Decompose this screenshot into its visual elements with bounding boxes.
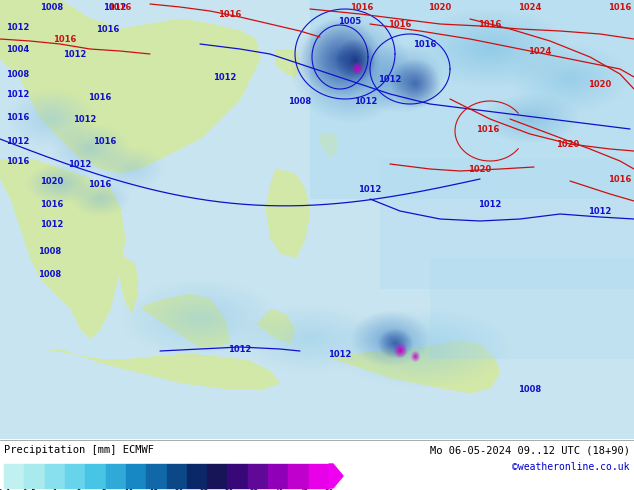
Text: 1: 1 bbox=[52, 489, 56, 490]
Text: 1008: 1008 bbox=[41, 2, 63, 11]
Text: Precipitation [mm] ECMWF: Precipitation [mm] ECMWF bbox=[4, 445, 154, 455]
Text: 5: 5 bbox=[101, 489, 107, 490]
Text: 1024: 1024 bbox=[519, 2, 541, 11]
Text: 40: 40 bbox=[275, 489, 283, 490]
Text: 1012: 1012 bbox=[354, 97, 378, 105]
Text: 1016: 1016 bbox=[6, 156, 30, 166]
Text: 1008: 1008 bbox=[288, 97, 311, 105]
Bar bbox=[309, 464, 329, 488]
Text: 0.1: 0.1 bbox=[0, 489, 11, 490]
Bar bbox=[207, 464, 228, 488]
Text: 1016: 1016 bbox=[608, 174, 631, 183]
Text: Mo 06-05-2024 09..12 UTC (18+90): Mo 06-05-2024 09..12 UTC (18+90) bbox=[430, 445, 630, 455]
Bar bbox=[187, 464, 207, 488]
Text: 1012: 1012 bbox=[6, 137, 30, 146]
Text: 1020: 1020 bbox=[469, 165, 491, 173]
Text: 1005: 1005 bbox=[339, 17, 361, 25]
Text: ©weatheronline.co.uk: ©weatheronline.co.uk bbox=[512, 462, 630, 472]
Bar bbox=[288, 464, 309, 488]
Bar bbox=[167, 464, 187, 488]
Text: 10: 10 bbox=[124, 489, 134, 490]
Text: 1012: 1012 bbox=[228, 344, 252, 353]
Text: 1012: 1012 bbox=[588, 206, 612, 216]
Text: 1016: 1016 bbox=[218, 9, 242, 19]
Text: 1012: 1012 bbox=[6, 23, 30, 31]
Text: 1016: 1016 bbox=[413, 40, 437, 49]
Text: 1020: 1020 bbox=[41, 176, 63, 186]
Text: 1008: 1008 bbox=[39, 270, 61, 278]
Text: 1012: 1012 bbox=[328, 349, 352, 359]
Text: 1012: 1012 bbox=[68, 160, 92, 169]
Bar bbox=[44, 464, 65, 488]
FancyArrow shape bbox=[329, 464, 343, 488]
Text: 1012: 1012 bbox=[63, 49, 87, 58]
Text: 1016: 1016 bbox=[6, 113, 30, 122]
Text: 1016: 1016 bbox=[41, 199, 63, 209]
Text: 1016: 1016 bbox=[476, 124, 500, 133]
Text: 1020: 1020 bbox=[429, 2, 451, 11]
Text: 1016: 1016 bbox=[88, 179, 112, 189]
Text: 1008: 1008 bbox=[519, 385, 541, 393]
Text: 1012: 1012 bbox=[74, 115, 97, 123]
Text: 1016: 1016 bbox=[608, 2, 631, 11]
Text: 1012: 1012 bbox=[378, 74, 402, 83]
Text: 1004: 1004 bbox=[6, 45, 30, 53]
Text: 1012: 1012 bbox=[478, 199, 501, 209]
Text: 1016: 1016 bbox=[478, 20, 501, 28]
Text: 1008: 1008 bbox=[39, 246, 61, 255]
Text: 2: 2 bbox=[77, 489, 81, 490]
Text: 1016: 1016 bbox=[88, 93, 112, 101]
Text: 1012: 1012 bbox=[41, 220, 63, 228]
Text: 1016: 1016 bbox=[93, 137, 117, 146]
Text: 1012: 1012 bbox=[358, 185, 382, 194]
Text: 1016: 1016 bbox=[96, 24, 120, 33]
Bar bbox=[65, 464, 85, 488]
Bar bbox=[106, 464, 126, 488]
Text: 1012: 1012 bbox=[103, 2, 127, 11]
Text: 50: 50 bbox=[325, 489, 333, 490]
Text: 1008: 1008 bbox=[6, 70, 30, 78]
Text: 1012: 1012 bbox=[213, 73, 236, 81]
Text: 1020: 1020 bbox=[557, 140, 579, 148]
Text: 35: 35 bbox=[249, 489, 259, 490]
Bar bbox=[146, 464, 167, 488]
Bar bbox=[4, 464, 24, 488]
Text: 1016: 1016 bbox=[388, 20, 411, 28]
Text: 1016: 1016 bbox=[108, 2, 132, 11]
Text: 1020: 1020 bbox=[588, 79, 612, 89]
Bar bbox=[248, 464, 268, 488]
Text: 45: 45 bbox=[299, 489, 309, 490]
Bar bbox=[24, 464, 44, 488]
Text: 15: 15 bbox=[150, 489, 158, 490]
Text: 1012: 1012 bbox=[6, 90, 30, 98]
Bar bbox=[268, 464, 288, 488]
Text: 20: 20 bbox=[174, 489, 184, 490]
Text: 0.5: 0.5 bbox=[22, 489, 36, 490]
Bar bbox=[85, 464, 106, 488]
Bar bbox=[126, 464, 146, 488]
Text: 1024: 1024 bbox=[528, 47, 552, 55]
Text: 1016: 1016 bbox=[53, 34, 77, 44]
Bar bbox=[228, 464, 248, 488]
Text: 30: 30 bbox=[224, 489, 233, 490]
Text: 1016: 1016 bbox=[351, 2, 373, 11]
Text: 25: 25 bbox=[199, 489, 209, 490]
